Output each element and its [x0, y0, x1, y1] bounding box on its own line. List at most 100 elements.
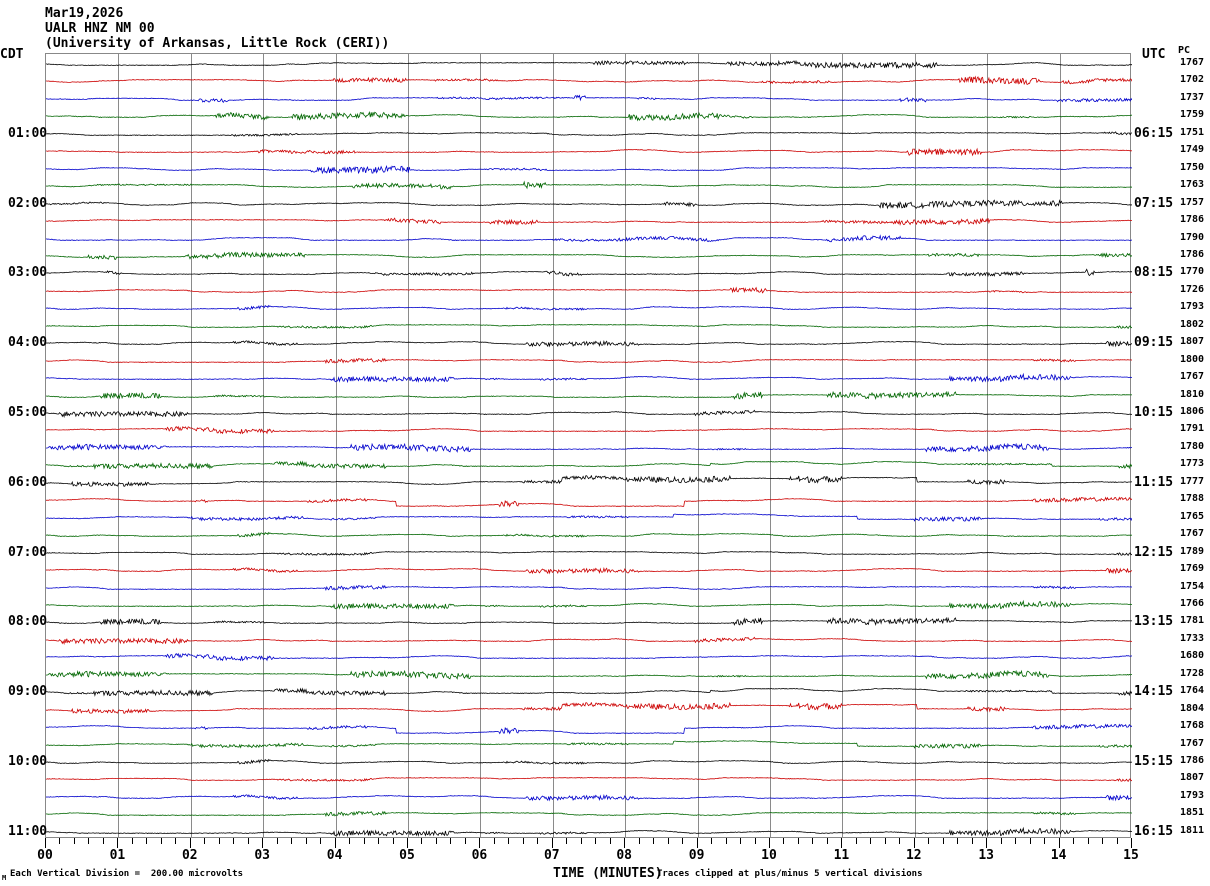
grid-line-minute-02	[190, 54, 192, 837]
x-tick-minor	[725, 838, 727, 844]
left-hour-label: 08:00	[8, 614, 48, 630]
peak-count-value: 1767	[1180, 57, 1205, 68]
x-axis-label: 03	[254, 848, 271, 863]
left-hour-label: 02:00	[8, 195, 48, 211]
x-tick-minor	[131, 838, 133, 844]
x-tick-minor	[653, 838, 655, 844]
right-hour-label: 12:15	[1134, 544, 1174, 560]
seismic-trace	[46, 357, 1132, 364]
x-tick-minor	[899, 838, 901, 844]
header-affiliation: (University of Arkansas, Little Rock (CE…	[45, 36, 390, 51]
x-tick-minor	[522, 838, 524, 844]
x-tick-minor	[754, 838, 756, 844]
peak-count-value: 1851	[1180, 807, 1205, 819]
seismogram-plot	[45, 53, 1132, 838]
seismic-trace	[46, 217, 1132, 226]
right-hour-label: 09:15	[1134, 335, 1174, 351]
peak-count-value: 1786	[1180, 755, 1205, 766]
left-hour-label: 11:00	[8, 823, 48, 839]
x-tick-major	[334, 838, 336, 848]
seismic-trace	[46, 669, 1132, 680]
seismic-trace	[46, 636, 1132, 645]
grid-line-minute-09	[697, 54, 699, 837]
seismic-trace	[46, 372, 1132, 384]
peak-count-value: 1769	[1180, 563, 1205, 575]
seismic-trace	[46, 653, 1132, 662]
x-axis-label: 00	[37, 848, 53, 863]
left-hour-label: 01:00	[8, 125, 48, 141]
seismic-trace	[46, 584, 1132, 591]
peak-count-value: 1811	[1180, 824, 1205, 836]
x-tick-minor	[1015, 838, 1017, 844]
peak-count-header: PC	[1178, 45, 1191, 56]
peak-count-value: 1680	[1180, 650, 1205, 662]
seismic-trace	[46, 198, 1132, 209]
x-tick-major	[551, 838, 553, 848]
peak-count-value: 1777	[1180, 475, 1205, 487]
peak-count-value: 1807	[1180, 336, 1205, 348]
peak-count-value: 1806	[1180, 406, 1205, 417]
x-tick-minor	[812, 838, 814, 844]
seismic-trace	[46, 531, 1132, 538]
seismic-trace	[46, 496, 1132, 508]
x-tick-minor	[378, 838, 380, 844]
x-axis-label: 10	[761, 848, 777, 863]
x-tick-minor	[682, 838, 684, 844]
seismic-trace	[46, 75, 1132, 86]
peak-count-value: 1754	[1180, 580, 1205, 592]
peak-count-value: 1788	[1180, 493, 1205, 505]
seismic-trace	[46, 777, 1132, 783]
x-tick-minor	[464, 838, 466, 844]
peak-count-value: 1767	[1180, 528, 1205, 540]
x-tick-minor	[826, 838, 828, 844]
right-hour-label: 16:15	[1134, 823, 1174, 839]
seismic-trace	[46, 758, 1132, 765]
x-axis-label: 02	[181, 848, 198, 863]
x-tick-minor	[855, 838, 857, 844]
left-hour-label: 09:00	[8, 684, 48, 700]
peak-count-value: 1770	[1180, 266, 1205, 278]
seismic-trace	[46, 550, 1132, 556]
left-hour-label: 04:00	[8, 335, 48, 351]
peak-count-value: 1790	[1180, 231, 1205, 243]
peak-count-value: 1791	[1180, 423, 1205, 435]
peak-count-value: 1810	[1180, 388, 1205, 400]
grid-line-minute-04	[335, 54, 337, 837]
x-tick-minor	[928, 838, 930, 844]
peak-count-value: 1702	[1180, 74, 1205, 86]
grid-line-minute-07	[552, 54, 554, 837]
seismic-trace	[46, 94, 1132, 103]
x-tick-major	[624, 838, 626, 848]
peak-count-value: 1737	[1180, 91, 1205, 103]
header-station: UALR HNZ NM 00	[45, 21, 155, 36]
peak-count-value: 1726	[1180, 283, 1205, 295]
right-hour-label: 14:15	[1134, 684, 1174, 700]
peak-count-value: 1789	[1180, 545, 1205, 557]
header-date: Mar19,2026	[45, 6, 124, 21]
x-tick-minor	[291, 838, 293, 844]
right-hour-label: 06:15	[1134, 125, 1174, 141]
seismic-trace	[46, 305, 1132, 312]
seismic-trace	[46, 147, 1132, 157]
seismic-trace	[46, 164, 1132, 174]
peak-count-value: 1786	[1180, 214, 1205, 226]
x-tick-minor	[146, 838, 148, 844]
peak-count-value: 1781	[1180, 615, 1205, 627]
peak-count-value: 1793	[1180, 789, 1205, 801]
seismic-trace	[46, 512, 1132, 522]
x-tick-minor	[1116, 838, 1118, 844]
seismic-trace	[46, 268, 1132, 278]
x-tick-minor	[595, 838, 597, 844]
x-tick-minor	[88, 838, 90, 844]
seismic-trace	[46, 442, 1132, 453]
x-tick-minor	[276, 838, 278, 844]
grid-line-minute-03	[263, 54, 265, 837]
x-tick-major	[189, 838, 191, 848]
clipping-note: Traces clipped at plus/minus 5 vertical …	[657, 869, 923, 879]
grid-line-minute-08	[625, 54, 627, 837]
left-hour-label: 07:00	[8, 544, 48, 560]
left-hour-label: 10:00	[8, 754, 48, 769]
x-tick-minor	[566, 838, 568, 844]
seismic-trace	[46, 111, 1132, 122]
x-axis-label: 01	[109, 848, 126, 863]
